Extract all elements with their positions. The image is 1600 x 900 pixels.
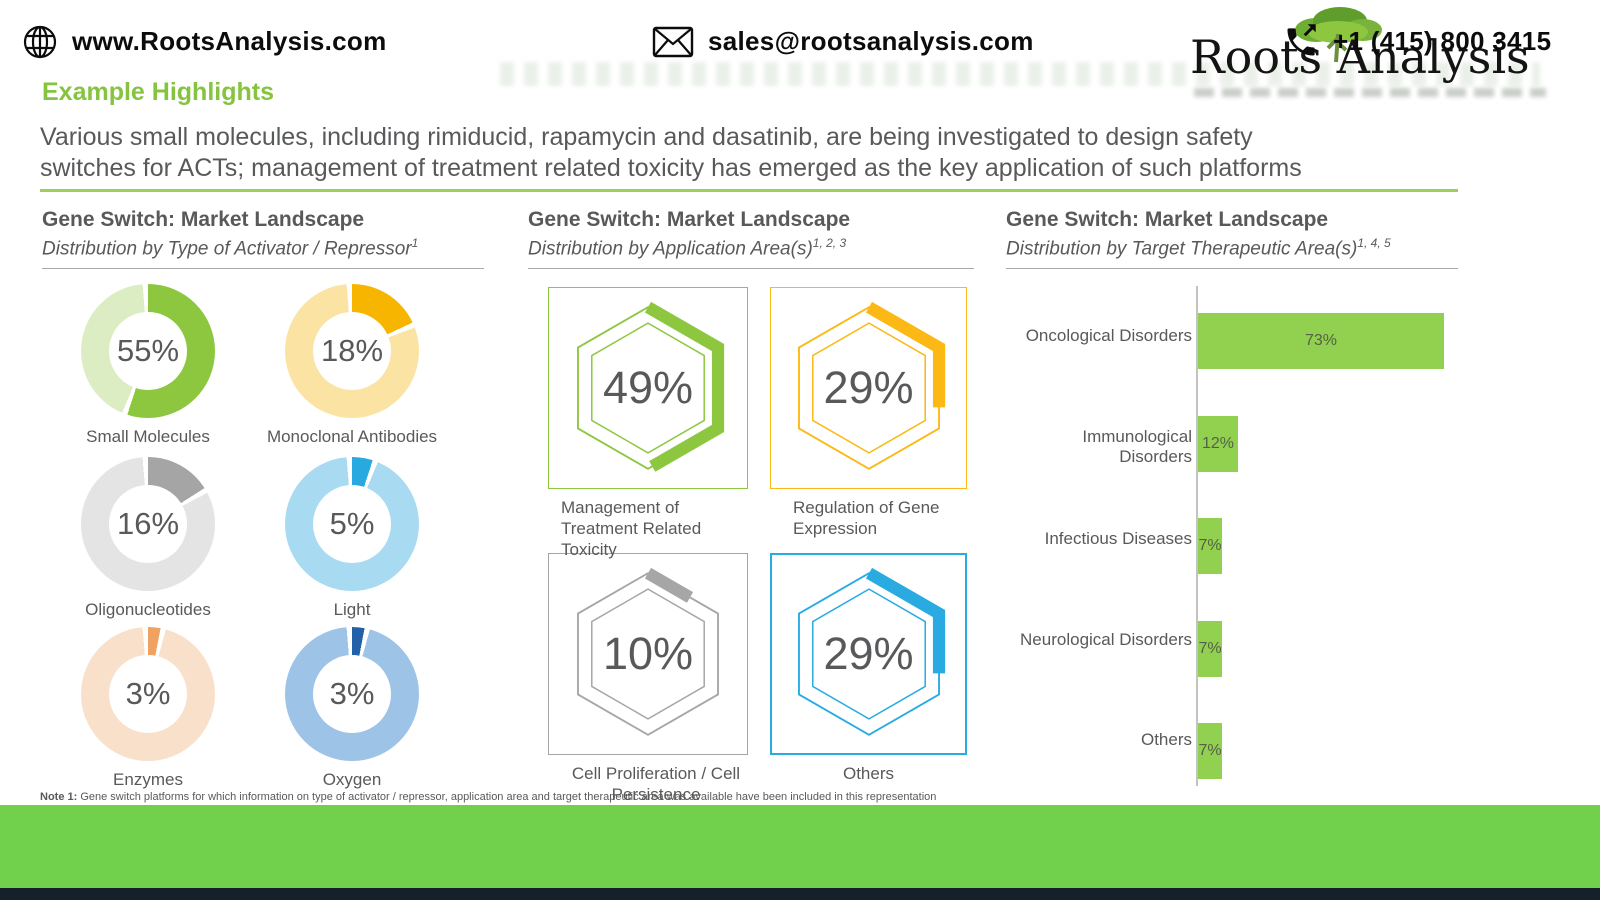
bar-value: 7% bbox=[1198, 742, 1222, 759]
donut-oligonucleotides: 16% Oligonucleotides bbox=[38, 457, 258, 620]
panel-3-rule bbox=[1006, 268, 1458, 270]
bottom-dark-strip bbox=[0, 888, 1600, 900]
panel-3-header: Gene Switch: Market Landscape Distributi… bbox=[1006, 208, 1458, 270]
hexagon-gauge bbox=[792, 300, 945, 476]
hex-value: 10% bbox=[602, 628, 694, 679]
intro-line-2: switches for ACTs; management of treatme… bbox=[40, 154, 1302, 182]
hex-label-management: Management of Treatment Related Toxicity bbox=[561, 498, 702, 559]
bar-value: 12% bbox=[1201, 435, 1235, 452]
hexagon-gauge bbox=[571, 566, 725, 742]
bar-category: Neurological Disorders bbox=[1020, 630, 1192, 649]
panel-3-subtitle: Distribution by Target Therapeutic Area(… bbox=[1006, 236, 1391, 260]
tree-icon bbox=[1295, 7, 1382, 63]
donut-chart: 5% bbox=[285, 457, 419, 591]
hexagon-gauge bbox=[792, 566, 945, 742]
donut-label: Oxygen bbox=[322, 770, 382, 789]
footer-email-link[interactable]: sales@rootsanalysis.com bbox=[708, 26, 1034, 56]
bar-immunological: 12% bbox=[1198, 416, 1238, 472]
bar-value: 73% bbox=[1304, 332, 1338, 349]
bar-infectious: 7% bbox=[1198, 518, 1222, 574]
hexcard-gene-expression: 29% bbox=[770, 287, 967, 489]
hex-label-others: Others bbox=[842, 764, 895, 783]
hex-label-proliferation: Cell Proliferation / Cell Persistence bbox=[571, 764, 741, 804]
panel-1-subtitle: Distribution by Type of Activator / Repr… bbox=[42, 236, 419, 260]
footer-phone-number[interactable]: +1 (415) 800 3415 bbox=[1333, 26, 1552, 56]
donut-chart: 16% bbox=[81, 457, 215, 591]
donut-chart: 55% bbox=[81, 284, 215, 418]
donut-value: 55% bbox=[116, 333, 180, 368]
panel-1-header: Gene Switch: Market Landscape Distributi… bbox=[42, 208, 484, 270]
donut-label: Enzymes bbox=[113, 770, 183, 789]
green-divider bbox=[40, 189, 1458, 192]
intro-text: Various small molecules, including rimid… bbox=[40, 122, 1470, 184]
donut-enzymes: 3% Enzymes bbox=[38, 627, 258, 790]
bar-axis bbox=[1196, 286, 1198, 786]
donut-value: 3% bbox=[125, 676, 171, 711]
panel-2-rule bbox=[528, 268, 974, 270]
watermark-strip bbox=[500, 62, 1540, 86]
bar-category: Oncological Disorders bbox=[1025, 326, 1192, 345]
donut-value: 18% bbox=[320, 333, 384, 368]
bar-neurological: 7% bbox=[1198, 621, 1222, 677]
hex-label-regulation: Regulation of Gene Expression bbox=[793, 498, 940, 538]
panel-2-title: Gene Switch: Market Landscape bbox=[528, 208, 851, 231]
bar-oncological: 73% bbox=[1198, 313, 1444, 369]
hexcard-cell-proliferation: 10% bbox=[548, 553, 748, 755]
footer-website-link[interactable]: www.RootsAnalysis.com bbox=[72, 26, 387, 56]
therapeutic-area-bar-chart: Oncological Disorders Immunological Diso… bbox=[1006, 286, 1558, 786]
logo-tagline-blur bbox=[1194, 88, 1546, 97]
footer-phone: +1 (415) 800 3415 bbox=[1283, 0, 1551, 83]
donut-oxygen: 3% Oxygen bbox=[242, 627, 462, 790]
hexcard-others: 29% bbox=[770, 553, 967, 755]
donut-label: Oligonucleotides bbox=[85, 600, 211, 619]
logo-wordmark: Roots Analysis bbox=[1190, 30, 1530, 84]
envelope-icon bbox=[652, 26, 694, 57]
globe-icon bbox=[23, 25, 57, 58]
donut-label: Light bbox=[333, 600, 371, 619]
bar-value: 7% bbox=[1198, 640, 1222, 657]
donut-label: Monoclonal Antibodies bbox=[266, 427, 438, 446]
donut-value: 16% bbox=[116, 506, 180, 541]
panel-3-title: Gene Switch: Market Landscape bbox=[1006, 208, 1329, 231]
panel-1-title: Gene Switch: Market Landscape bbox=[42, 208, 365, 231]
donut-chart: 3% bbox=[81, 627, 215, 761]
hex-value: 29% bbox=[823, 628, 914, 679]
donut-chart: 18% bbox=[285, 284, 419, 418]
panel-1-rule bbox=[42, 268, 484, 270]
bar-category: Infectious Diseases bbox=[1044, 529, 1192, 548]
bar-category: Others bbox=[1140, 730, 1192, 749]
panel-2-header: Gene Switch: Market Landscape Distributi… bbox=[528, 208, 974, 270]
footer-email: sales@rootsanalysis.com bbox=[652, 0, 1034, 83]
panel-2-subtitle: Distribution by Application Area(s)1, 2,… bbox=[528, 236, 847, 260]
hexagon-gauge bbox=[571, 300, 725, 476]
hex-value: 49% bbox=[602, 362, 694, 413]
donut-value: 5% bbox=[329, 506, 375, 541]
donut-light: 5% Light bbox=[242, 457, 462, 620]
bar-category: Immunological Disorders bbox=[1082, 427, 1192, 466]
hex-value: 29% bbox=[823, 362, 914, 413]
bar-value: 7% bbox=[1198, 537, 1222, 554]
footer-website: www.RootsAnalysis.com bbox=[22, 0, 387, 83]
page-title: Example Highlights bbox=[42, 78, 274, 106]
donut-monoclonal-antibodies: 18% Monoclonal Antibodies bbox=[242, 284, 462, 447]
phone-call-icon bbox=[1287, 23, 1316, 55]
intro-line-1: Various small molecules, including rimid… bbox=[40, 123, 1253, 151]
bar-others: 7% bbox=[1198, 723, 1222, 779]
donut-chart: 3% bbox=[285, 627, 419, 761]
footer-bar bbox=[0, 805, 1600, 888]
donut-value: 3% bbox=[329, 676, 375, 711]
footnote: Note 1: Gene switch platforms for which … bbox=[40, 791, 937, 803]
roots-analysis-logo: Roots Analysis bbox=[1190, 4, 1558, 100]
donut-label: Small Molecules bbox=[86, 427, 210, 446]
hexcard-management-toxicity: 49% bbox=[548, 287, 748, 489]
donut-small-molecules: 55% Small Molecules bbox=[38, 284, 258, 447]
